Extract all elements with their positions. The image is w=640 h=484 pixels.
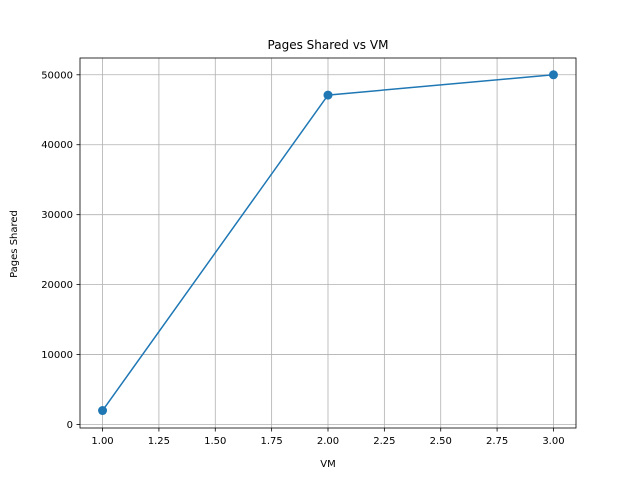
- x-tick-label: 2.00: [317, 436, 339, 447]
- y-tick-label: 30000: [41, 210, 73, 221]
- series: [98, 70, 558, 416]
- y-axis-label: Pages Shared: [9, 210, 20, 278]
- x-tick-label: 3.00: [542, 436, 564, 447]
- chart-title: Pages Shared vs VM: [268, 38, 389, 52]
- x-tick-label: 1.25: [148, 436, 170, 447]
- data-point: [548, 70, 558, 80]
- x-tick-label: 1.75: [261, 436, 283, 447]
- x-tick-label: 2.75: [486, 436, 508, 447]
- data-point: [323, 90, 333, 100]
- ticks: 1.00 1.25 1.50 1.75 2.00 2.25 2.50 2.75 3.00 0 100…: [41, 70, 564, 447]
- grid: [80, 58, 576, 428]
- x-axis-label: VM: [320, 459, 335, 470]
- y-tick-label: 40000: [41, 140, 73, 151]
- y-tick-label: 0: [67, 420, 73, 431]
- y-tick-label: 10000: [41, 350, 73, 361]
- data-point: [98, 406, 108, 416]
- x-tick-label: 1.00: [91, 436, 113, 447]
- y-tick-label: 50000: [41, 70, 73, 81]
- x-tick-label: 2.25: [373, 436, 395, 447]
- y-tick-label: 20000: [41, 280, 73, 291]
- x-tick-label: 2.50: [430, 436, 452, 447]
- x-tick-label: 1.50: [204, 436, 226, 447]
